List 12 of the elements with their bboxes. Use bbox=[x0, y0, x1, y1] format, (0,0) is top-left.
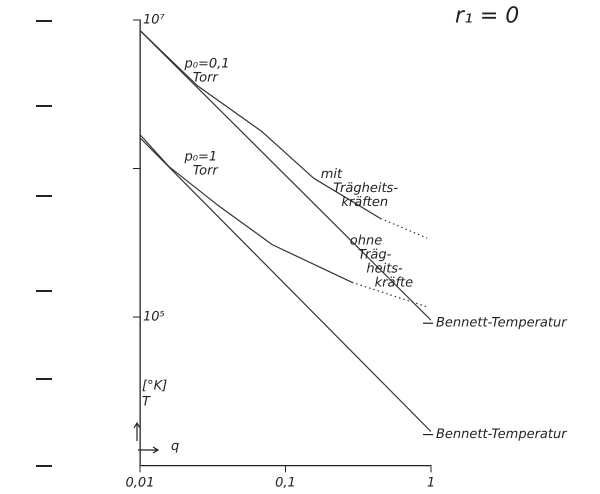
annotation: p₀=0,1 Torr bbox=[184, 56, 230, 86]
y-axis-title: [°K] T bbox=[142, 378, 168, 410]
y-tick-label: 10⁷ bbox=[143, 12, 166, 28]
x-tick-label: 0,1 bbox=[275, 476, 296, 491]
annotation: p₀=1 Torr bbox=[184, 149, 220, 178]
x-tick-label: 1 bbox=[426, 476, 436, 491]
annotation: Bennett-Temperatur bbox=[436, 426, 568, 442]
y-tick-label: 10⁵ bbox=[143, 309, 165, 324]
x-axis-title: q bbox=[171, 438, 180, 454]
text: r₁ = 0 bbox=[455, 4, 520, 29]
annotation: Bennett-Temperatur bbox=[436, 316, 568, 331]
x-tick-label: 0,01 bbox=[126, 476, 154, 491]
